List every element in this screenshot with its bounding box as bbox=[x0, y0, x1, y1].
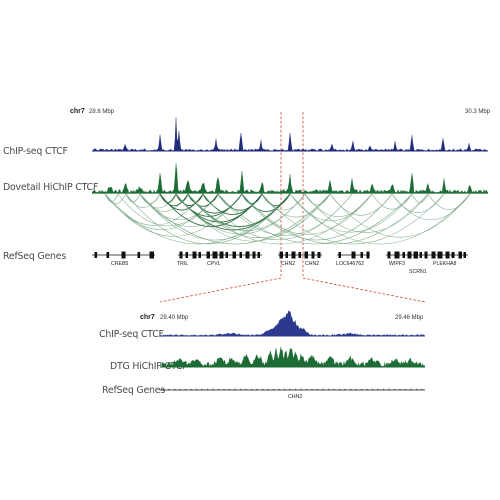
gene-label-plekha8: PLEKHA8 bbox=[433, 261, 457, 267]
top-chipseq-label: ChIP-seq CTCF bbox=[3, 146, 68, 157]
loop-arc bbox=[217, 193, 353, 236]
loop-arc bbox=[289, 193, 413, 233]
zoom-hichip-label: DTG HiChIP CTCF bbox=[110, 361, 188, 372]
zoom-hichip-signal bbox=[159, 346, 426, 368]
zoom-guide-left-diagonal bbox=[159, 277, 282, 303]
gene-label-cpvl: CPVL bbox=[207, 261, 221, 267]
gene-label-loc646762: LOC646762 bbox=[336, 261, 364, 267]
zoom-chipseq-track bbox=[159, 310, 426, 337]
loop-arc bbox=[241, 193, 429, 245]
loop-arc bbox=[241, 193, 393, 241]
top-refseq-track bbox=[92, 251, 468, 259]
top-hichip-label: Dovetail HiChIP CTCF bbox=[3, 182, 99, 193]
top-start-coord: 28.6 Mbp bbox=[89, 109, 115, 115]
zoom-hichip-track bbox=[159, 346, 426, 368]
zoom-end-coord: 29.46 Mbp bbox=[395, 315, 424, 321]
loop-arc bbox=[139, 193, 331, 245]
loop-arc bbox=[261, 193, 331, 218]
top-hichip-signal bbox=[91, 163, 489, 194]
loop-arc bbox=[104, 193, 291, 245]
loop-arc bbox=[139, 193, 161, 204]
top-chrom-label: chr7 bbox=[70, 108, 85, 115]
loop-arc bbox=[261, 193, 445, 245]
top-hichip-track bbox=[91, 163, 489, 194]
gene-label-chn2-b: CHN2 bbox=[305, 261, 320, 267]
loop-arc bbox=[202, 193, 219, 203]
loop-arc bbox=[371, 193, 413, 210]
gene-label-scrn1: SCRN1 bbox=[409, 269, 427, 275]
zoom-guide-right-diagonal bbox=[302, 277, 426, 303]
loop-arc bbox=[289, 193, 471, 245]
zoom-start-coord: 29.40 Mbp bbox=[160, 315, 189, 321]
loop-arc bbox=[125, 193, 161, 208]
gene-creb5-exon bbox=[94, 252, 98, 258]
loop-arc bbox=[125, 193, 141, 203]
loop-arc bbox=[187, 193, 331, 238]
loop-arc bbox=[304, 193, 429, 233]
top-end-coord: 30.3 Mbp bbox=[465, 109, 491, 115]
loop-arc bbox=[104, 193, 127, 205]
top-chipseq-track bbox=[91, 117, 489, 152]
gene-label-chn2-a: CHN2 bbox=[281, 261, 296, 267]
zoom-chipseq-label: ChIP-seq CTCF bbox=[99, 329, 164, 340]
hichip-loop-arcs bbox=[104, 193, 471, 245]
gene-label-chn2-zoom: CHN2 bbox=[288, 394, 303, 400]
loop-arc bbox=[329, 193, 471, 238]
gene-label-wipf3: WIPF3 bbox=[389, 261, 405, 267]
top-refseq-label: RefSeq Genes bbox=[3, 251, 67, 262]
zoom-chrom-label: chr7 bbox=[140, 314, 155, 321]
gene-label-creb5: CREB5 bbox=[111, 261, 129, 267]
zoom-chipseq-signal bbox=[159, 310, 426, 337]
gene-label-tril: TRIL bbox=[177, 261, 189, 267]
zoom-guides bbox=[159, 112, 426, 303]
zoom-refseq-label: RefSeq Genes bbox=[102, 385, 166, 396]
loop-arc bbox=[304, 193, 331, 206]
loop-arc bbox=[427, 193, 471, 210]
loop-arc bbox=[175, 193, 189, 202]
top-chipseq-signal bbox=[91, 117, 489, 152]
zoom-refseq-gene-chn2 bbox=[160, 388, 425, 391]
loop-arc bbox=[411, 193, 429, 203]
loop-arc bbox=[217, 193, 413, 245]
loop-arc bbox=[217, 193, 263, 211]
